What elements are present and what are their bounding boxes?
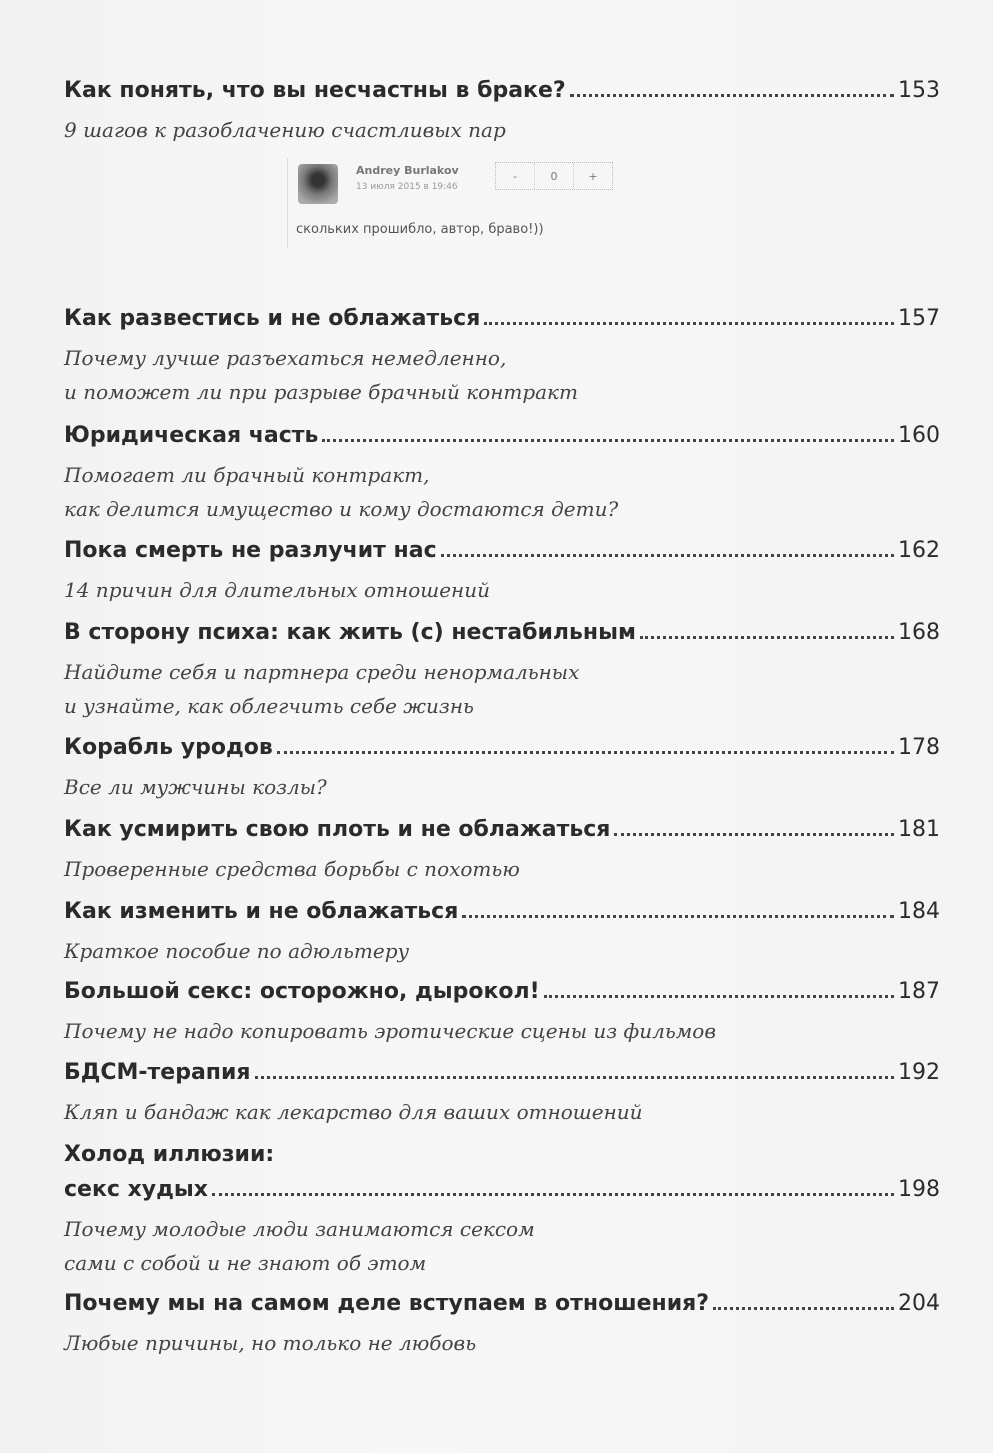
entry-subtitle: 14 причин для длительных отношений	[64, 578, 490, 602]
dot-leader	[462, 915, 894, 918]
entry-title: Пока смерть не разлучит нас	[64, 538, 437, 563]
entry-title: Как понять, что вы несчастны в браке?	[64, 78, 566, 103]
toc-entry: Юридическая часть 160 Помогает ли брачный …	[64, 423, 940, 526]
comment-screenshot: Andrey Burlakov 13 июля 2015 в 19:46 - 0…	[287, 158, 618, 248]
vote-plus-button: +	[588, 169, 598, 183]
dot-leader	[614, 833, 894, 836]
entry-subtitle: Все ли мужчины козлы?	[64, 775, 327, 799]
comment-date: 13 июля 2015 в 19:46	[356, 182, 458, 192]
page-number: 198	[898, 1177, 940, 1202]
entry-subtitle: Кляп и бандаж как лекарство для ваших от…	[64, 1100, 643, 1124]
page-number: 162	[898, 538, 940, 563]
dot-leader	[440, 554, 894, 557]
comment-author: Andrey Burlakov	[356, 164, 459, 177]
toc-entry: Почему мы на самом деле вступаем в отнош…	[64, 1291, 940, 1360]
entry-subtitle: Почему не надо копировать эротические сц…	[64, 1019, 716, 1043]
entry-subtitle: 9 шагов к разоблачению счастливых пар	[64, 118, 506, 142]
page-number: 181	[898, 817, 940, 842]
entry-subtitle: Найдите себя и партнера среди ненормальн…	[64, 660, 580, 684]
entry-title: Как изменить и не облажаться	[64, 899, 459, 924]
entry-subtitle: и узнайте, как облегчить себе жизнь	[64, 694, 474, 718]
dot-leader	[254, 1076, 894, 1079]
avatar	[298, 164, 338, 204]
page-number: 157	[898, 306, 940, 331]
dot-leader	[276, 751, 894, 754]
entry-subtitle: Проверенные средства борьбы с похотью	[64, 857, 520, 881]
toc-entry: Как понять, что вы несчастны в браке? 153…	[64, 78, 940, 147]
toc-entry: Корабль уродов 178 Все ли мужчины козлы?	[64, 735, 940, 804]
page-number: 184	[898, 899, 940, 924]
vote-minus-button: -	[496, 163, 535, 189]
toc-entry: Холод иллюзии: секс худых 198 Почему молоды…	[64, 1142, 940, 1280]
entry-title: Корабль уродов	[64, 735, 273, 760]
page-number: 192	[898, 1060, 940, 1085]
toc-entry: В сторону психа: как жить (с) нестабильн…	[64, 620, 940, 723]
vote-widget: - 0 +	[495, 162, 613, 190]
dot-leader	[713, 1307, 894, 1310]
dot-leader	[569, 94, 894, 97]
toc-entry: Как усмирить свою плоть и не облажаться 1…	[64, 817, 940, 886]
entry-title: БДСМ-терапия	[64, 1060, 251, 1085]
toc-entry: Как развестись и не облажаться 157 Почему …	[64, 306, 940, 409]
entry-title: Как усмирить свою плоть и не облажаться	[64, 817, 611, 842]
entry-subtitle: Помогает ли брачный контракт,	[64, 463, 430, 487]
entry-subtitle: Почему молодые люди занимаются сексом	[64, 1217, 535, 1241]
toc-entry: Большой секс: осторожно, дырокол! 187 Поче…	[64, 979, 940, 1048]
entry-subtitle: Почему лучше разъехаться немедленно,	[64, 346, 507, 370]
comment-text: скольких прошибло, автор, браво!))	[296, 222, 544, 237]
entry-title: Юридическая часть	[64, 423, 319, 448]
vote-count: 0	[535, 163, 574, 189]
entry-title: Большой секс: осторожно, дырокол!	[64, 979, 540, 1004]
dot-leader	[322, 439, 894, 442]
dot-leader	[484, 322, 894, 325]
entry-subtitle: сами с собой и не знают об этом	[64, 1251, 427, 1275]
page-number: 204	[898, 1291, 940, 1316]
entry-title: Как развестись и не облажаться	[64, 306, 481, 331]
toc-entry: Пока смерть не разлучит нас 162 14 причин …	[64, 538, 940, 607]
dot-leader	[543, 995, 894, 998]
entry-title: Почему мы на самом деле вступаем в отнош…	[64, 1291, 709, 1316]
entry-title-line: Холод иллюзии:	[64, 1142, 275, 1167]
toc-entry: Как изменить и не облажаться 184 Краткое п…	[64, 899, 940, 968]
page-number: 168	[898, 620, 940, 645]
entry-subtitle: как делится имущество и кому достаются д…	[64, 497, 619, 521]
entry-subtitle: и поможет ли при разрыве брачный контрак…	[64, 380, 578, 404]
entry-title: секс худых	[64, 1177, 208, 1202]
page-number: 160	[898, 423, 940, 448]
dot-leader	[640, 636, 894, 639]
entry-subtitle: Краткое пособие по адюльтеру	[64, 939, 410, 963]
page-number: 178	[898, 735, 940, 760]
page-number: 187	[898, 979, 940, 1004]
entry-subtitle: Любые причины, но только не любовь	[64, 1331, 477, 1355]
dot-leader	[211, 1193, 894, 1196]
toc-entry: БДСМ-терапия 192 Кляп и бандаж как лекарст…	[64, 1060, 940, 1129]
entry-title: В сторону психа: как жить (с) нестабильн…	[64, 620, 636, 645]
page-number: 153	[898, 78, 940, 103]
